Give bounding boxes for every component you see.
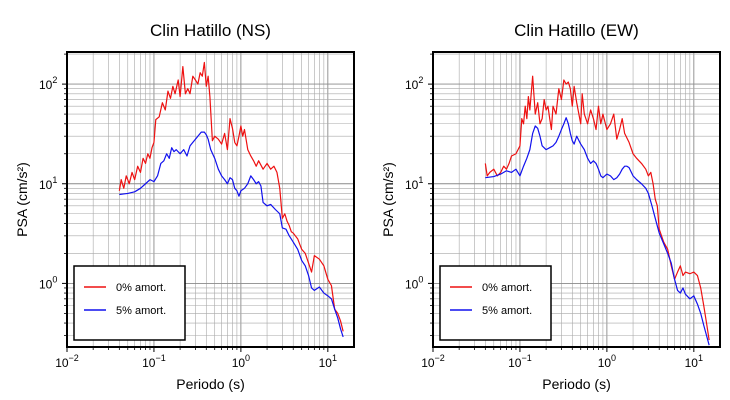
y-tick-label: 100 bbox=[39, 274, 57, 291]
y-tick-label: 100 bbox=[405, 274, 423, 291]
x-tick-label: 100 bbox=[232, 353, 250, 370]
chart-title: Clin Hatillo (NS) bbox=[150, 21, 271, 40]
legend-box bbox=[73, 265, 186, 341]
series-line-damped bbox=[485, 117, 710, 346]
legend-label: 5% amort. bbox=[116, 305, 166, 317]
x-tick-label: 100 bbox=[598, 353, 616, 370]
grid bbox=[67, 52, 354, 347]
x-tick-label: 101 bbox=[685, 353, 703, 370]
x-axis-label: Periodo (s) bbox=[176, 376, 244, 392]
panel-ew: 10−2 10−1 100 101 100 101 102 Clin Hatillo (EW)… bbox=[380, 21, 721, 392]
x-tick-label: 10−1 bbox=[508, 353, 532, 370]
y-tick-label: 102 bbox=[405, 75, 423, 92]
legend: 0% amort. 5% amort. bbox=[439, 265, 552, 341]
y-tick-label: 101 bbox=[405, 175, 423, 192]
series-line-damped bbox=[119, 131, 344, 338]
legend-label: 0% amort. bbox=[116, 282, 166, 294]
x-tick-label: 101 bbox=[319, 353, 337, 370]
legend-label: 0% amort. bbox=[482, 282, 532, 294]
legend-box bbox=[439, 265, 552, 341]
series-line-undamped bbox=[484, 75, 710, 341]
y-tick-label: 102 bbox=[39, 75, 57, 92]
x-axis-label: Periodo (s) bbox=[542, 376, 610, 392]
x-tick-label: 10−2 bbox=[55, 353, 79, 370]
chart-title: Clin Hatillo (EW) bbox=[514, 21, 639, 40]
x-tick-label: 10−2 bbox=[421, 353, 445, 370]
x-tick-label: 10−1 bbox=[142, 353, 166, 370]
y-tick-label: 101 bbox=[39, 175, 57, 192]
legend-label: 5% amort. bbox=[482, 305, 532, 317]
legend: 0% amort. 5% amort. bbox=[73, 265, 186, 341]
y-axis-label: PSA (cm/s²) bbox=[380, 162, 396, 237]
panel-ns: 10−2 10−1 100 101 100 101 102 Clin Hatillo (NS)… bbox=[14, 21, 355, 392]
series-line-undamped bbox=[118, 61, 344, 332]
y-axis-label: PSA (cm/s²) bbox=[14, 162, 30, 237]
